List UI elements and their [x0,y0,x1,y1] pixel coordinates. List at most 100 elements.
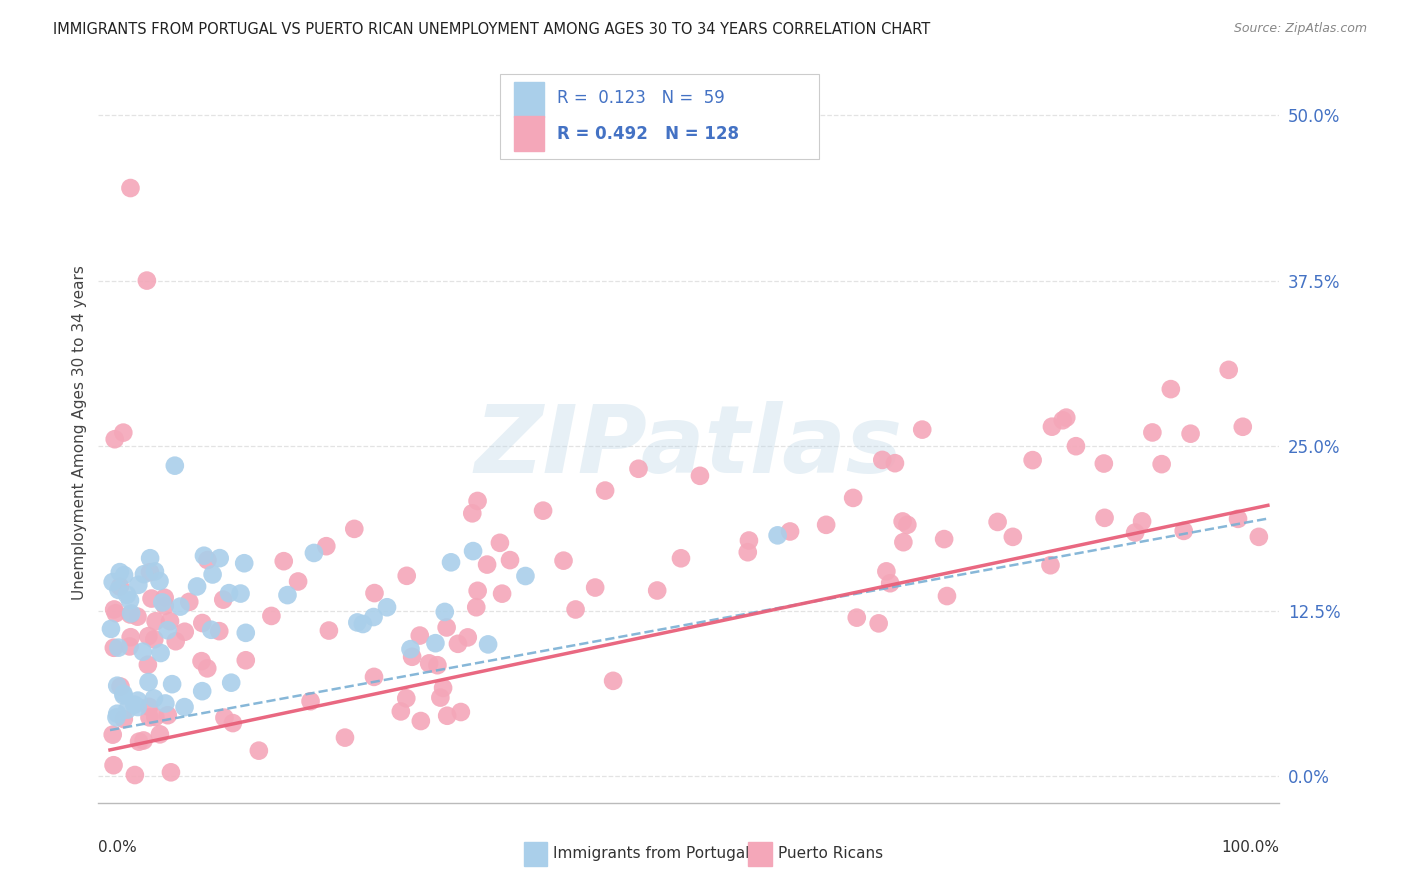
Point [447,637,470,651]
Point [1142,425,1164,440]
Point [156,624,179,638]
Point [149,727,172,741]
Point [401,649,423,664]
Point [191,684,214,698]
Point [738,533,761,548]
Point [105,679,128,693]
Point [1130,514,1153,528]
Text: R =  0.123   N =  59: R = 0.123 N = 59 [557,89,724,107]
Point [363,586,385,600]
Point [149,646,172,660]
Point [432,681,454,695]
Point [132,733,155,747]
Point [389,705,412,719]
Text: Puerto Ricans: Puerto Ricans [778,846,883,861]
Point [104,432,127,446]
Bar [523,842,547,866]
Point [117,703,139,717]
Point [112,425,135,440]
Point [173,624,195,639]
Point [1247,530,1270,544]
Point [156,708,179,723]
Point [101,575,124,590]
Point [299,694,322,708]
Point [1227,512,1250,526]
Point [208,624,231,639]
Point [1052,413,1074,427]
Point [1092,457,1115,471]
Point [645,583,668,598]
Point [103,640,125,655]
Point [868,616,890,631]
Point [884,456,907,470]
Point [343,522,366,536]
Point [1039,558,1062,573]
Point [235,653,257,667]
Bar [515,82,544,117]
Point [766,528,789,542]
Point [893,535,915,549]
Point [143,565,166,579]
Text: Source: ZipAtlas.com: Source: ZipAtlas.com [1233,22,1367,36]
Point [287,574,309,589]
Point [127,693,149,707]
Point [1180,426,1202,441]
Point [135,274,157,288]
Point [465,600,488,615]
Point [315,539,337,553]
Point [118,640,141,654]
Point [815,517,838,532]
Point [429,690,451,705]
Point [602,673,624,688]
Point [124,768,146,782]
Point [395,691,418,706]
Point [375,600,398,615]
Point [212,592,235,607]
Point [499,553,522,567]
Point [127,700,149,714]
Point [103,602,125,616]
Point [107,582,129,597]
Text: IMMIGRANTS FROM PORTUGAL VS PUERTO RICAN UNEMPLOYMENT AMONG AGES 30 TO 34 YEARS : IMMIGRANTS FROM PORTUGAL VS PUERTO RICAN… [53,22,931,37]
Point [193,549,215,563]
Point [229,586,252,600]
Point [433,605,456,619]
Point [461,544,484,558]
Point [153,599,176,613]
Point [145,614,167,628]
Point [143,710,166,724]
Point [103,758,125,772]
Point [593,483,616,498]
Point [201,567,224,582]
Point [346,615,368,630]
Point [143,632,166,647]
Point [136,657,159,672]
Point [461,506,484,520]
Text: Immigrants from Portugal: Immigrants from Portugal [553,846,749,861]
Point [218,586,240,600]
Point [150,595,173,609]
Point [235,625,257,640]
Point [128,734,150,748]
Point [191,615,214,630]
Point [138,675,160,690]
Point [1040,419,1063,434]
Point [132,645,155,659]
Point [214,711,236,725]
Point [1160,382,1182,396]
Point [436,620,458,634]
Point [136,629,159,643]
Point [842,491,865,505]
Point [936,589,959,603]
Point [531,503,554,517]
Text: 100.0%: 100.0% [1222,840,1279,855]
Point [163,458,186,473]
Point [457,631,479,645]
Point [233,556,256,570]
Point [467,494,489,508]
Point [932,532,955,546]
Point [141,591,163,606]
Point [872,453,894,467]
Point [155,697,177,711]
Bar [515,116,544,152]
